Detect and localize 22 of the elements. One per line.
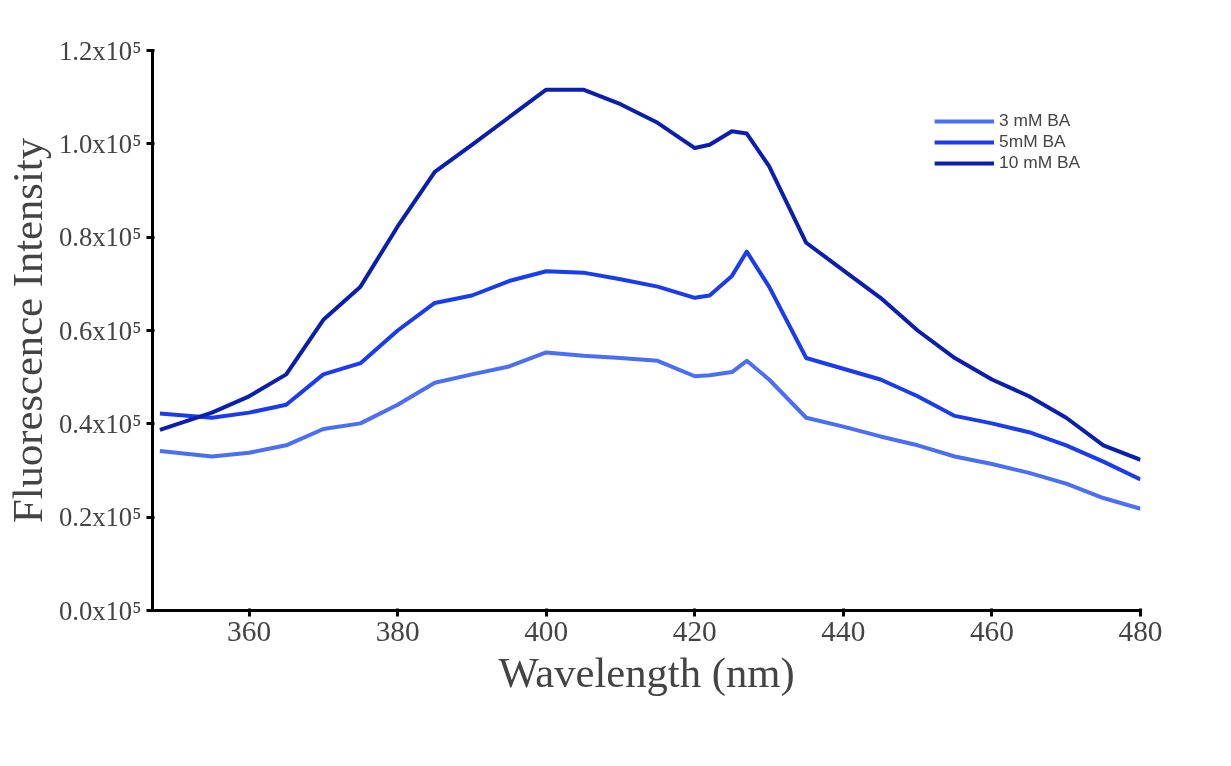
y-tick-label: 0.6x10⁵ xyxy=(58,315,142,346)
x-tick-label: 440 xyxy=(821,614,866,647)
y-tick-label: 1.0x10⁵ xyxy=(58,128,142,159)
legend-label: 5mM BA xyxy=(999,131,1066,152)
x-tick-label: 460 xyxy=(969,614,1014,647)
y-tick-label: 0.0x10⁵ xyxy=(58,595,142,626)
x-tick-label: 380 xyxy=(375,614,420,647)
y-axis-title: Fluorescence Intensity xyxy=(3,137,51,523)
y-tick-label: 0.4x10⁵ xyxy=(58,408,142,439)
x-tick-label: 480 xyxy=(1118,614,1163,647)
x-axis-title: Wavelength (nm) xyxy=(498,648,795,697)
x-tick-label: 400 xyxy=(524,614,569,647)
y-tick-label: 1.2x10⁵ xyxy=(58,35,142,66)
y-tick-label: 0.8x10⁵ xyxy=(58,222,142,253)
y-tick-label: 0.2x10⁵ xyxy=(58,502,142,533)
line-series xyxy=(157,87,1141,462)
x-tick-label: 360 xyxy=(227,614,272,647)
x-tick-label: 420 xyxy=(672,614,717,647)
legend-label: 3 mM BA xyxy=(999,110,1071,131)
line-series xyxy=(157,350,1141,511)
legend-label: 10 mM BA xyxy=(999,152,1080,173)
line-series xyxy=(157,249,1141,482)
